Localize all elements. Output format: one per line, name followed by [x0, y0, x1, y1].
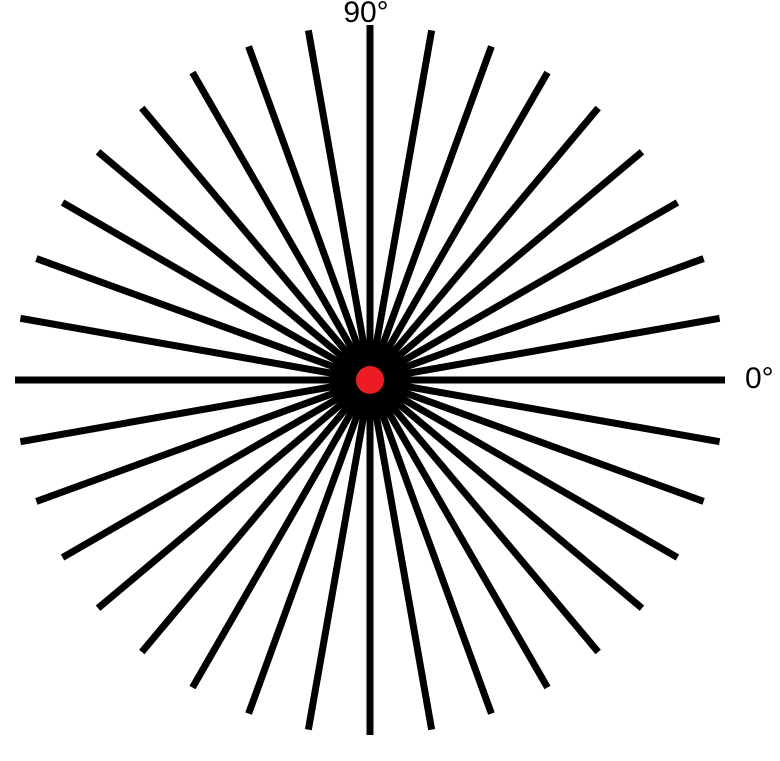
radial-fan-diagram: 90° 0° [0, 0, 780, 761]
angle-label: 0° [745, 362, 774, 395]
angle-label: 90° [343, 0, 388, 29]
center-dot [356, 366, 384, 394]
